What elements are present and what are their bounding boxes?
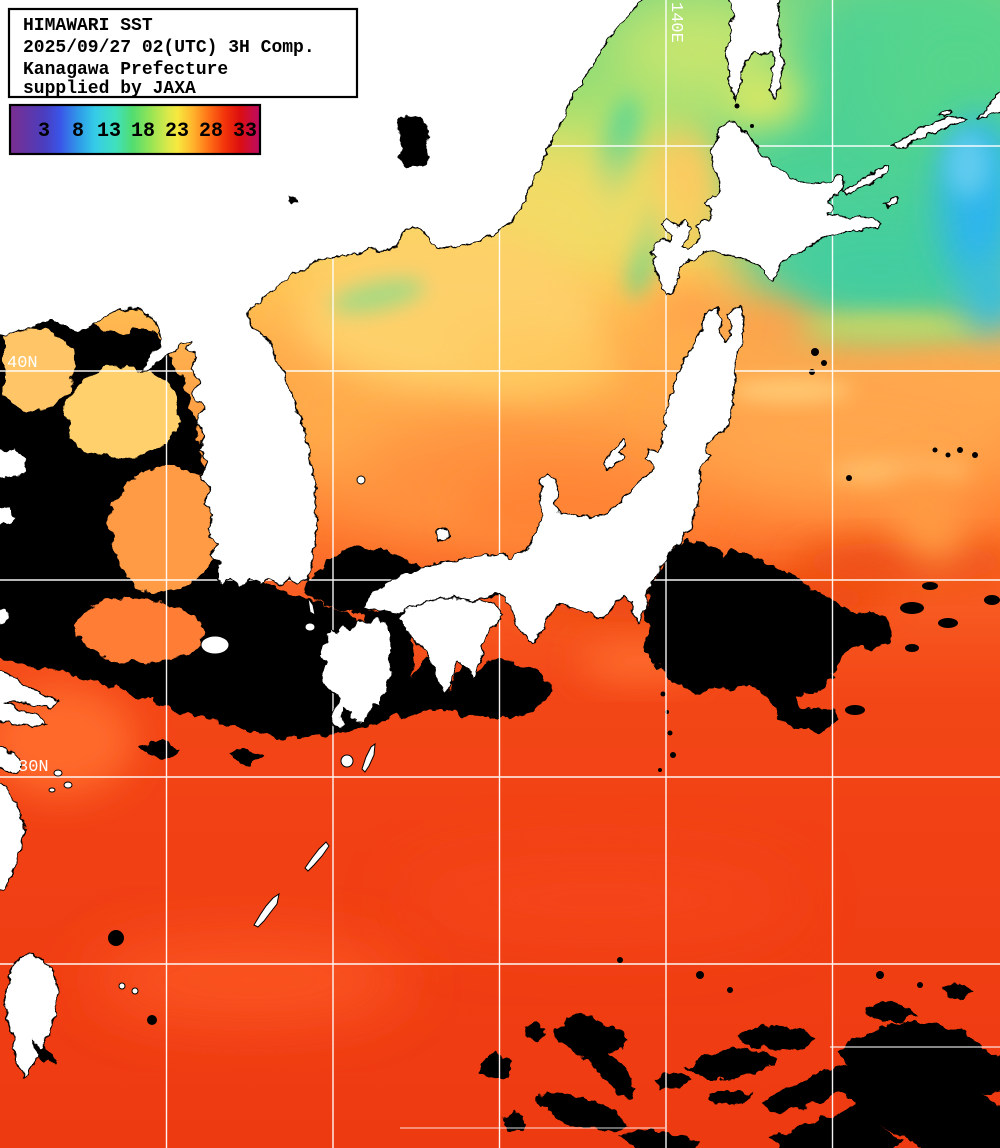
svg-text:2025/09/27 02(UTC) 3H Comp.: 2025/09/27 02(UTC) 3H Comp. xyxy=(23,38,315,58)
svg-text:3: 3 xyxy=(38,120,50,143)
svg-text:8: 8 xyxy=(72,120,84,143)
svg-text:28: 28 xyxy=(199,120,223,143)
svg-text:Kanagawa Prefecture: Kanagawa Prefecture xyxy=(23,60,228,80)
svg-text:40N: 40N xyxy=(7,354,38,373)
svg-text:23: 23 xyxy=(165,120,189,143)
svg-text:supplied by JAXA: supplied by JAXA xyxy=(23,79,196,99)
svg-text:HIMAWARI SST: HIMAWARI SST xyxy=(23,16,153,36)
svg-text:33: 33 xyxy=(233,120,257,143)
svg-text:140E: 140E xyxy=(666,2,685,43)
svg-text:13: 13 xyxy=(97,120,121,143)
svg-text:30N: 30N xyxy=(18,758,49,777)
svg-text:18: 18 xyxy=(131,120,155,143)
